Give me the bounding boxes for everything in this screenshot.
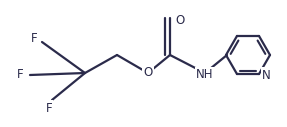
Text: O: O [144, 67, 153, 80]
Text: N: N [262, 69, 271, 82]
Text: F: F [46, 101, 52, 115]
Text: F: F [31, 33, 37, 45]
Text: O: O [175, 13, 184, 27]
Text: F: F [17, 68, 23, 82]
Text: NH: NH [196, 68, 214, 82]
